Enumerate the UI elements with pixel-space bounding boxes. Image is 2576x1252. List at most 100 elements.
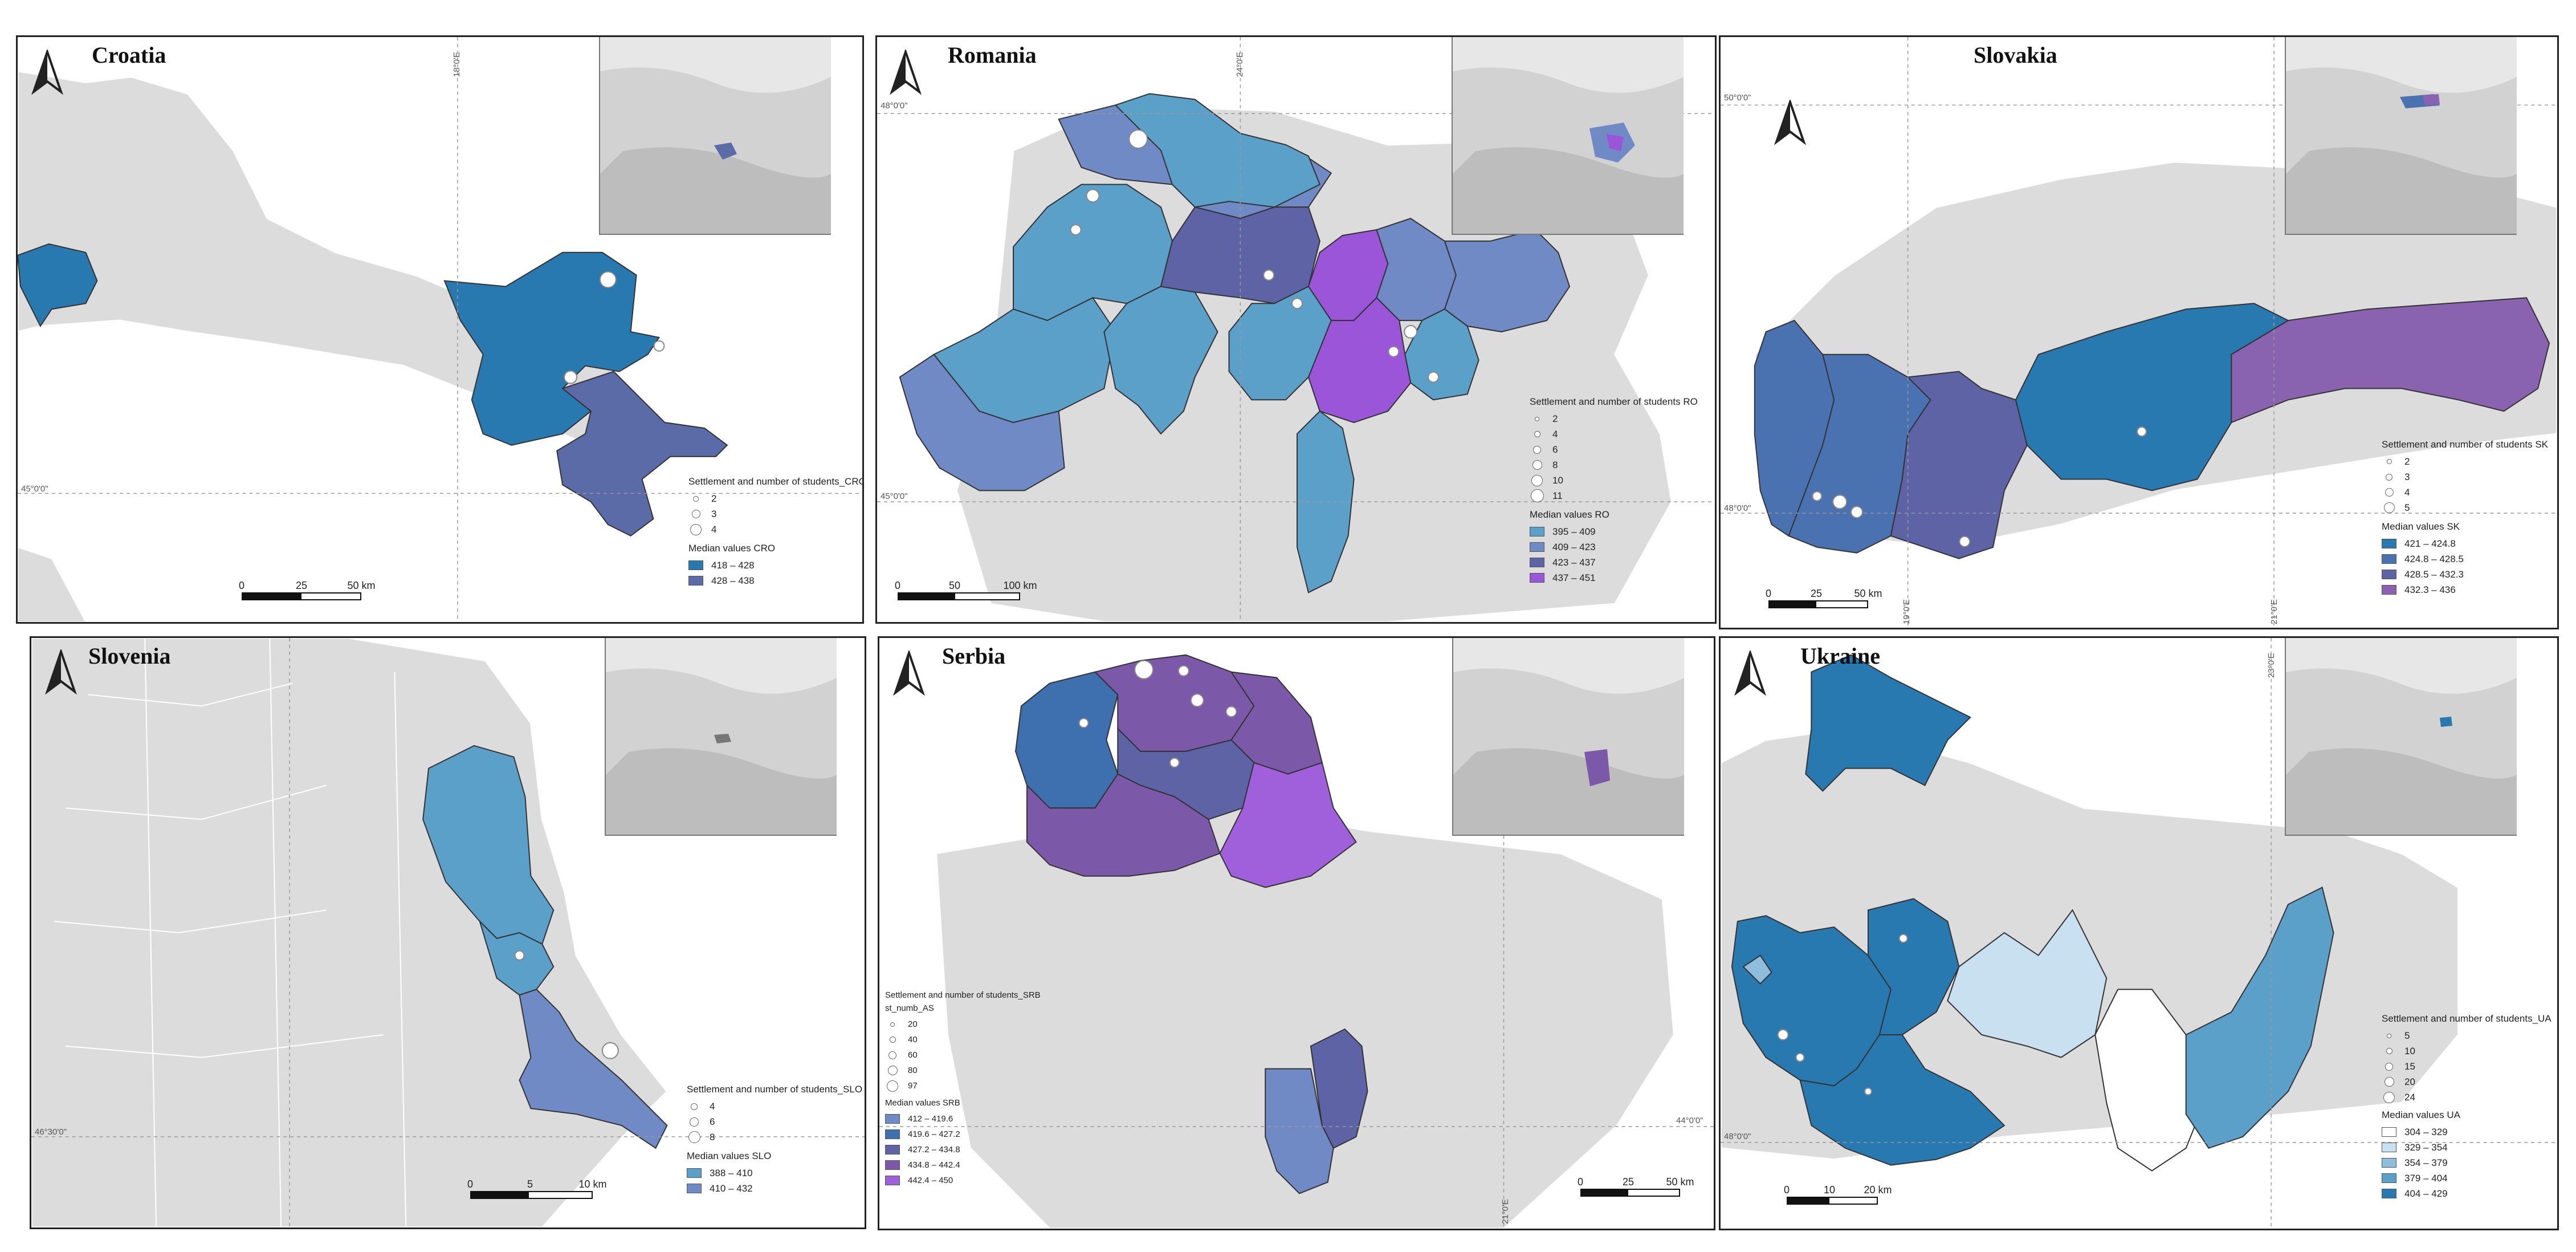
legend-point-row: 8 [687,1129,862,1145]
croatia-region-lower [18,546,87,622]
panel-serbia: Serbia 44°0'0" 21°0'E Settlement and num… [878,636,1715,1230]
north-arrow-icon [1774,100,1806,145]
legend-class-row: 388 – 410 [687,1165,862,1181]
legend-class-row: 404 – 429 [2382,1186,2551,1201]
ukraine-lon-label: 23°0'E [2267,653,2276,678]
romania-lat-bottom-label: 45°0'0" [881,491,908,501]
legend-points-title: Settlement and number of students_SLO [687,1084,863,1095]
slovakia-lat-top-label: 50°0'0" [1724,93,1751,103]
croatia-legend: Settlement and number of students_CRO 2 … [688,476,864,588]
slovakia-point [1812,491,1823,502]
slovenia-title: Slovenia [88,643,171,669]
slovenia-scale-bar: 0 5 10 km [467,1178,607,1199]
legend-class-row: 423 – 437 [1530,555,1698,570]
slovenia-point [514,950,525,961]
legend-point-row: 4 [687,1099,862,1114]
romania-locator-inset [1452,37,1684,235]
legend-point-row: 4 [1530,426,1698,442]
ukraine-map [1721,638,2557,1229]
legend-class-row: 424.8 – 428.5 [2382,551,2548,567]
panel-ukraine: Ukraine 48°0'0" 23°0'E Settlement and nu… [1719,636,2559,1230]
serbia-point [1134,660,1154,680]
legend-point-row: 11 [1530,488,1698,503]
serbia-map [879,638,1714,1229]
legend-points-subtitle: st_numb_AS [885,1003,934,1013]
legend-class-row: 409 – 423 [1530,539,1698,555]
slovakia-region-kosice [2231,297,2550,424]
romania-point [1388,345,1400,357]
legend-point-row: 5 [2382,1028,2551,1043]
legend-point-row: 3 [2382,469,2548,485]
legend-points-title: Settlement and number of students_UA [2382,1013,2551,1024]
romania-point [1291,298,1303,310]
serbia-district-b [1265,1068,1334,1194]
croatia-point [599,271,617,288]
romania-title: Romania [948,42,1037,68]
slovenia-lat-label: 46°30'0" [35,1127,67,1137]
legend-class-row: 421 – 424.8 [2382,536,2548,551]
slovakia-lon2-label: 21°0'E [2269,599,2279,624]
serbia-point [1078,718,1089,729]
romania-county-brasov [1307,296,1412,424]
slovakia-scale-bar: 0 25 50 km [1766,588,1882,608]
legend-point-row: 20 [2382,1074,2551,1090]
legend-points-title: Settlement and number of students SK [2382,439,2549,450]
croatia-lon-label: 18°0'E [452,52,462,77]
legend-class-row: 329 – 354 [2382,1140,2551,1155]
ukraine-point [1777,1029,1789,1040]
slovenia-region-border [519,989,668,1149]
ukraine-region-small [1742,954,1772,985]
ukraine-region-southwest [1799,1034,2006,1166]
romania-lat-top-label: 48°0'0" [881,101,908,111]
legend-point-row: 20 [885,1017,1041,1032]
legend-point-row: 40 [885,1032,1041,1047]
ukraine-region-centerwest [1867,898,1960,1035]
croatia-point [564,370,578,384]
legend-point-row: 10 [1530,473,1698,488]
legend-class-row: 354 – 379 [2382,1155,2551,1170]
croatia-map [18,37,862,622]
legend-point-row: 15 [2382,1059,2551,1074]
slovakia-point [1959,535,1971,547]
legend-class-row: 418 – 428 [688,558,862,573]
legend-class-row: 432.3 – 436 [2382,582,2548,597]
legend-point-row: 8 [1530,457,1698,473]
romania-scale-bar: 0 50 100 km [895,580,1037,600]
north-arrow-icon [1734,651,1766,696]
romania-point [1404,325,1418,339]
legend-point-row: 4 [2382,485,2548,500]
legend-class-row: 428.5 – 432.3 [2382,567,2548,582]
legend-point-row: 24 [2382,1090,2551,1105]
romania-point [1070,224,1082,235]
slovakia-locator-inset [2285,37,2517,235]
legend-class-row: 434.8 – 442.4 [885,1157,1041,1173]
romania-point [1086,189,1100,203]
romania-county-timis [899,353,1065,491]
croatia-county-osijek [443,251,661,446]
slovakia-point [1832,494,1848,510]
ukraine-point [1864,1087,1872,1096]
legend-point-row: 4 [688,522,862,537]
ukraine-region-east [2185,887,2334,1149]
ukraine-locator-inset [2285,638,2517,836]
ukraine-title: Ukraine [1800,643,1880,669]
legend-class-row: 410 – 432 [687,1181,862,1196]
serbia-point [1225,706,1237,718]
romania-county-maramures [1114,93,1321,208]
ukraine-point [1795,1052,1805,1062]
legend-point-row: 5 [2382,500,2548,515]
legend-class-row: 395 – 409 [1530,524,1698,539]
legend-point-row: 60 [885,1047,1041,1063]
panel-romania: Romania 24°0'E 48°0'0" 45°0'0" Settlemen… [875,35,1717,624]
panel-slovenia: Slovenia 46°30'0" Settlement and number … [30,636,866,1229]
croatia-locator-inset [599,37,831,235]
ukraine-lat-label: 48°0'0" [1724,1132,1751,1141]
north-arrow-icon [893,651,925,696]
legend-points-title: Settlement and number of students_CRO [688,476,864,487]
north-arrow-icon [31,50,63,95]
legend-median-title: Median values SRB [885,1098,960,1108]
legend-class-row: 427.2 – 434.8 [885,1142,1041,1157]
legend-median-title: Median values SLO [687,1151,772,1161]
slovakia-title: Slovakia [1974,42,2057,68]
legend-class-row: 428 – 438 [688,573,862,588]
